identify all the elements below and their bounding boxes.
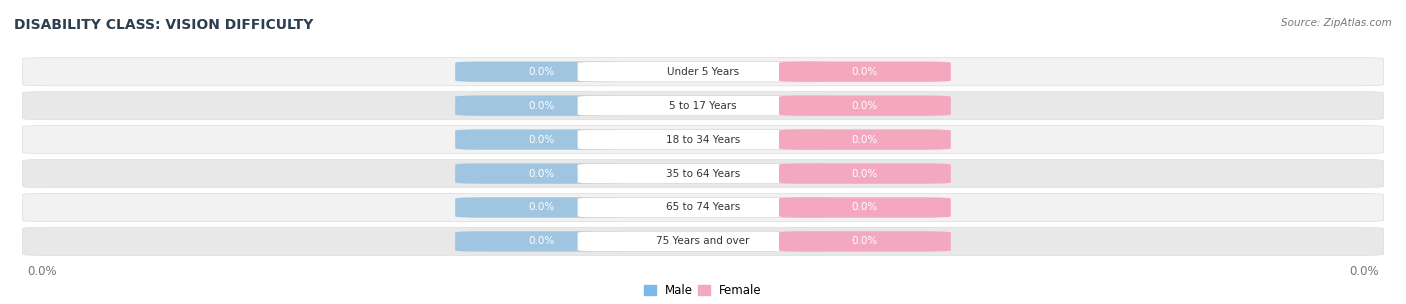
Text: 0.0%: 0.0% [852,202,877,212]
FancyBboxPatch shape [779,197,950,218]
FancyBboxPatch shape [456,197,627,218]
Text: 5 to 17 Years: 5 to 17 Years [669,101,737,111]
FancyBboxPatch shape [578,197,828,218]
FancyBboxPatch shape [22,159,1384,188]
FancyBboxPatch shape [22,193,1384,222]
Text: 0.0%: 0.0% [529,135,554,145]
Text: 35 to 64 Years: 35 to 64 Years [666,168,740,178]
FancyBboxPatch shape [22,227,1384,256]
FancyBboxPatch shape [779,231,950,252]
Legend: Male, Female: Male, Female [644,284,762,297]
FancyBboxPatch shape [578,95,828,116]
Text: Source: ZipAtlas.com: Source: ZipAtlas.com [1281,18,1392,28]
Text: 0.0%: 0.0% [852,101,877,111]
Text: 0.0%: 0.0% [852,168,877,178]
Text: 0.0%: 0.0% [852,237,877,247]
FancyBboxPatch shape [578,130,828,150]
FancyBboxPatch shape [578,163,828,184]
Text: Under 5 Years: Under 5 Years [666,67,740,77]
Text: DISABILITY CLASS: VISION DIFFICULTY: DISABILITY CLASS: VISION DIFFICULTY [14,18,314,32]
FancyBboxPatch shape [456,163,627,184]
FancyBboxPatch shape [456,61,627,82]
Text: 75 Years and over: 75 Years and over [657,237,749,247]
FancyBboxPatch shape [779,163,950,184]
Text: 0.0%: 0.0% [529,168,554,178]
Text: 0.0%: 0.0% [529,67,554,77]
FancyBboxPatch shape [779,130,950,150]
FancyBboxPatch shape [456,95,627,116]
FancyBboxPatch shape [22,126,1384,154]
Text: 0.0%: 0.0% [852,67,877,77]
Text: 0.0%: 0.0% [529,101,554,111]
Text: 65 to 74 Years: 65 to 74 Years [666,202,740,212]
FancyBboxPatch shape [22,57,1384,86]
FancyBboxPatch shape [22,92,1384,120]
FancyBboxPatch shape [779,61,950,82]
FancyBboxPatch shape [779,95,950,116]
FancyBboxPatch shape [578,231,828,252]
FancyBboxPatch shape [456,130,627,150]
Text: 0.0%: 0.0% [529,237,554,247]
FancyBboxPatch shape [456,231,627,252]
FancyBboxPatch shape [578,61,828,82]
Text: 0.0%: 0.0% [529,202,554,212]
Text: 0.0%: 0.0% [852,135,877,145]
Text: 18 to 34 Years: 18 to 34 Years [666,135,740,145]
